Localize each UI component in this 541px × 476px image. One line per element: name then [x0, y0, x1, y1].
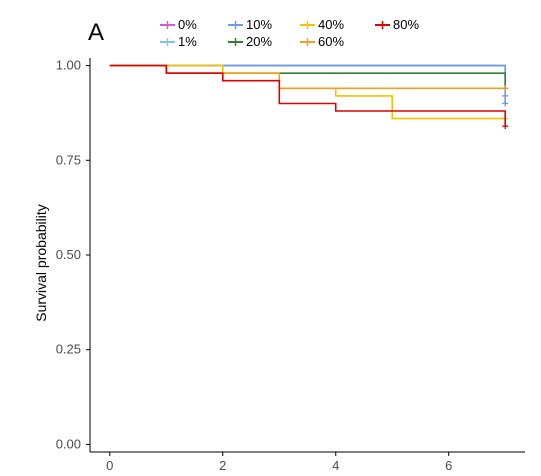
- legend-item: 20%: [228, 34, 272, 49]
- series-layer: [109, 64, 509, 130]
- legend-label: 20%: [246, 34, 272, 49]
- legend-item: 60%: [300, 34, 344, 49]
- y-tick-label: 0.00: [56, 436, 81, 451]
- series-line: [109, 64, 507, 127]
- legend-label: 1%: [178, 34, 197, 49]
- legend-label: 10%: [246, 17, 272, 32]
- y-tick-label: 0.50: [56, 247, 81, 262]
- legend-item: 80%: [375, 17, 419, 32]
- x-tick-label: 0: [106, 458, 113, 473]
- y-tick-label: 0.75: [56, 152, 81, 167]
- legend-label: 60%: [318, 34, 344, 49]
- x-tick-label: 6: [445, 458, 452, 473]
- legend-item: 40%: [300, 17, 344, 32]
- x-tick-label: 2: [219, 458, 226, 473]
- legend-label: 40%: [318, 17, 344, 32]
- legend-item: 10%: [228, 17, 272, 32]
- legend-item: 0%: [160, 17, 197, 32]
- y-tick-label: 0.25: [56, 342, 81, 357]
- x-tick-label: 4: [332, 458, 339, 473]
- y-axis-title: Survival probability: [33, 204, 49, 322]
- legend-item: 1%: [160, 34, 197, 49]
- y-tick-label: 1.00: [56, 58, 81, 73]
- legend-label: 0%: [178, 17, 197, 32]
- panel-label: A: [88, 19, 104, 46]
- legend-label: 80%: [393, 17, 419, 32]
- legend: 0% 1% 10% 20% 40% 60% 80%: [160, 17, 419, 49]
- axes: 0.00 0.25 0.50 0.75 1.00 0 2 4 6: [56, 58, 525, 473]
